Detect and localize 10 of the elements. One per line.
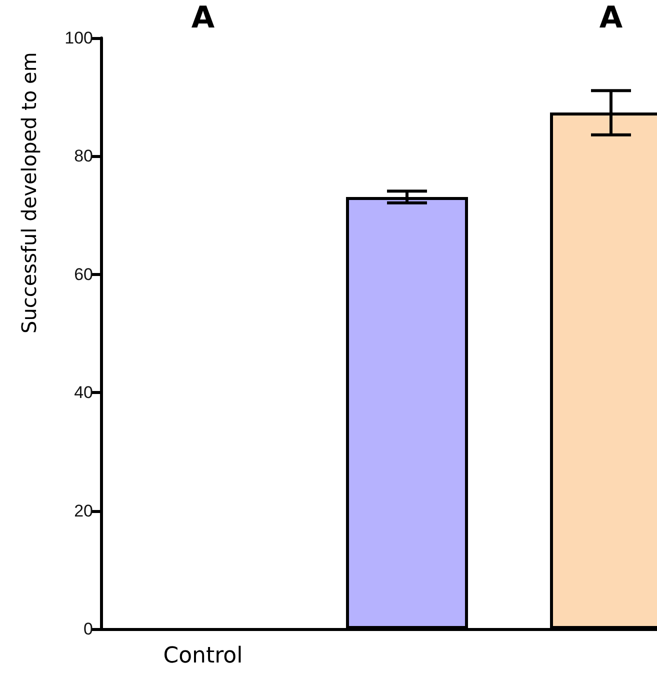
text: A (599, 0, 624, 36)
text: A (191, 0, 216, 36)
y-tick-label: 0 (84, 620, 93, 638)
x-tick-label: Control (163, 644, 243, 668)
y-tick-label: 100 (64, 28, 93, 48)
y-tick-label: 40 (74, 383, 93, 402)
y-tick-label: 80 (74, 146, 93, 166)
y-axis-title: Successful developed to em (17, 52, 41, 334)
y-tick-label: 60 (74, 264, 93, 284)
y-tick-label: 20 (74, 501, 93, 520)
